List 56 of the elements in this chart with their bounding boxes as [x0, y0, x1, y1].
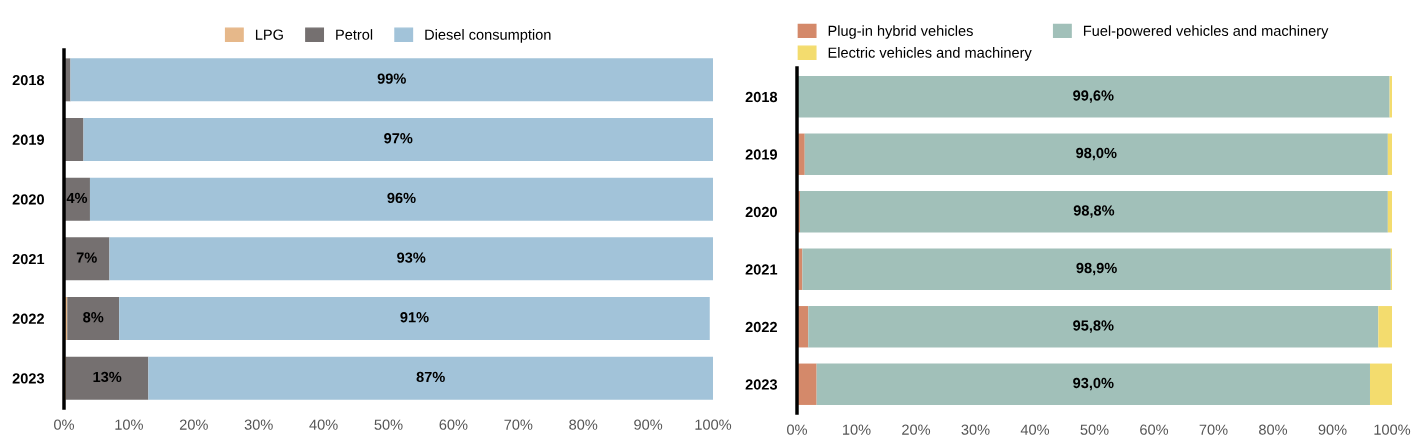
x-tick-label: 80% [569, 419, 598, 430]
y-tick-label: 2018 [745, 91, 778, 103]
x-tick-label: 20% [902, 424, 931, 435]
data-label: 98,8% [1073, 205, 1115, 218]
y-tick-label: 2021 [745, 264, 778, 275]
legend-label: Plug-in hybrid vehicles [828, 25, 973, 39]
data-label: 99,6% [1073, 90, 1114, 103]
data-label: 8% [83, 312, 104, 323]
x-tick-label: 90% [1318, 424, 1347, 435]
data-label: 97% [384, 133, 413, 144]
x-tick-label: 100% [1374, 424, 1411, 435]
x-tick-label: 90% [634, 419, 663, 430]
x-tick-label: 60% [1140, 424, 1169, 435]
x-tick-label: 60% [439, 419, 468, 430]
data-label: 87% [416, 371, 445, 383]
data-label: 95,8% [1073, 320, 1114, 333]
data-label: 13% [93, 371, 122, 383]
y-tick-label: 2022 [12, 313, 44, 324]
x-tick-label: 70% [1199, 424, 1228, 435]
y-tick-label: 2019 [12, 134, 45, 145]
data-label: 91% [400, 312, 429, 323]
x-tick-label: 10% [115, 419, 143, 430]
x-tick-label: 10% [843, 424, 871, 435]
legend-label: Petrol [336, 29, 373, 40]
data-label: 98,9% [1076, 262, 1117, 276]
y-tick-label: 2021 [12, 253, 45, 265]
x-tick-label: 80% [1259, 424, 1288, 435]
data-label: 4% [66, 192, 88, 204]
x-tick-label: 50% [1080, 424, 1109, 435]
x-tick-label: 50% [374, 419, 403, 430]
x-tick-label: 40% [1020, 424, 1050, 435]
y-tick-label: 2023 [12, 373, 45, 384]
x-tick-label: 30% [961, 424, 990, 435]
y-tick-label: 2018 [12, 74, 45, 86]
data-label: 99% [377, 73, 406, 84]
y-tick-label: 2022 [745, 321, 777, 333]
x-tick-label: 40% [309, 419, 338, 430]
data-label: 96% [387, 192, 416, 204]
legend-label: Electric vehicles and machinery [828, 47, 1032, 61]
x-tick-label: 70% [504, 419, 533, 430]
data-label: 7% [76, 252, 97, 263]
x-tick-label: 100% [695, 419, 732, 430]
x-tick-label: 0% [787, 424, 808, 435]
data-label: 93% [397, 252, 426, 263]
x-tick-label: 30% [244, 419, 273, 430]
legend-label: LPG [255, 29, 283, 40]
x-tick-label: 0% [54, 419, 75, 430]
x-tick-label: 20% [179, 419, 208, 430]
legend-label: Fuel-powered vehicles and machinery [1083, 25, 1329, 39]
legend-label: Diesel consumption [425, 29, 551, 43]
y-tick-label: 2020 [12, 194, 44, 205]
data-label: 93,0% [1073, 377, 1114, 391]
y-tick-label: 2019 [745, 149, 778, 160]
y-tick-label: 2020 [745, 206, 777, 218]
y-tick-label: 2023 [745, 379, 778, 390]
data-label: 98,0% [1076, 147, 1117, 161]
